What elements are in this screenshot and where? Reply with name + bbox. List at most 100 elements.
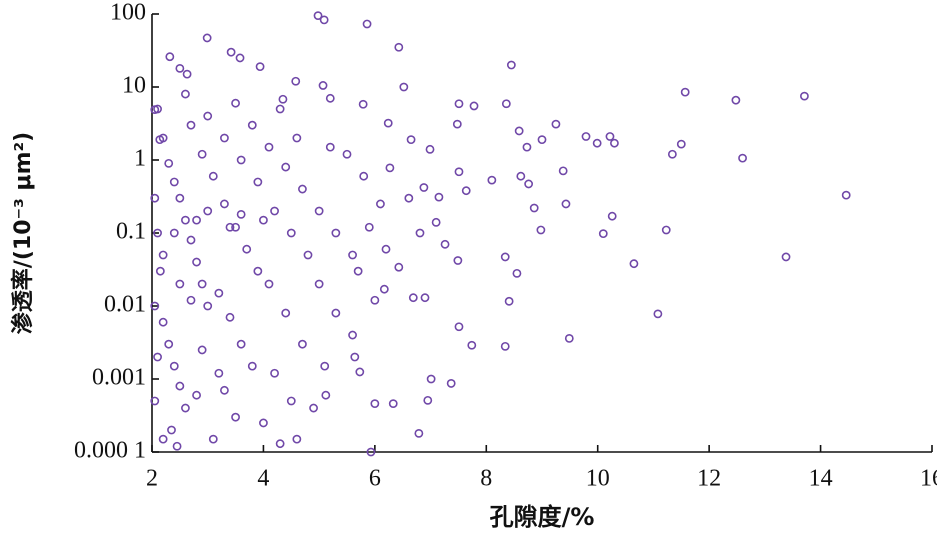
point [158, 317, 168, 327]
point [537, 135, 547, 145]
point [247, 361, 257, 371]
point [529, 203, 539, 213]
point [197, 149, 207, 159]
point [350, 352, 360, 362]
point [605, 132, 615, 141]
point [370, 399, 380, 409]
point [598, 229, 608, 239]
point [275, 439, 285, 449]
point [181, 89, 190, 99]
x-tick-label: 6 [369, 466, 381, 492]
point [220, 385, 229, 395]
point [408, 293, 418, 303]
point [220, 199, 229, 209]
y-tick-label: 10 [122, 73, 146, 99]
point [841, 190, 851, 200]
point [197, 345, 207, 355]
point [366, 447, 376, 457]
point [150, 193, 160, 203]
point [440, 239, 450, 249]
point [355, 367, 365, 377]
point [331, 228, 341, 238]
point [158, 250, 168, 260]
point [500, 252, 510, 262]
point [298, 184, 307, 194]
x-tick-label: 10 [586, 466, 610, 492]
point [181, 403, 190, 413]
point [202, 33, 212, 43]
point [592, 138, 602, 148]
point [175, 381, 185, 391]
point [376, 199, 385, 209]
point [738, 153, 747, 163]
point [155, 266, 165, 276]
point [314, 206, 324, 216]
point [186, 120, 196, 130]
point [469, 101, 479, 111]
point [192, 390, 201, 400]
point [524, 179, 534, 189]
point [379, 284, 389, 294]
point [454, 99, 464, 109]
point [522, 142, 532, 152]
point [158, 434, 168, 444]
point [504, 296, 514, 306]
point [362, 19, 372, 29]
point [225, 222, 235, 232]
point [175, 279, 185, 289]
point [426, 374, 436, 384]
point [192, 215, 201, 225]
point [348, 250, 357, 260]
point [192, 257, 201, 267]
point [454, 167, 464, 177]
y-tick-label: 0.1 [116, 219, 146, 245]
point [225, 312, 235, 322]
point [561, 199, 571, 209]
point [235, 53, 245, 63]
point [512, 268, 522, 278]
y-axis-label: 渗透率/(10⁻³ μm²) [10, 132, 36, 334]
point [629, 259, 639, 269]
x-tick-label: 4 [257, 466, 269, 492]
point [731, 95, 741, 105]
x-tick-label: 8 [480, 466, 492, 492]
point [264, 142, 274, 152]
point [208, 171, 218, 181]
point [318, 81, 328, 90]
point [452, 119, 462, 129]
point [203, 301, 213, 311]
point [434, 192, 444, 202]
point [259, 215, 268, 225]
point [313, 11, 323, 21]
point [231, 412, 240, 422]
point [414, 428, 424, 438]
y-tick-label: 100 [110, 0, 146, 26]
point [320, 361, 330, 371]
point [153, 352, 162, 362]
point [415, 228, 425, 238]
y-tick-label: 0.000 1 [74, 438, 146, 464]
point [186, 235, 196, 245]
point [270, 206, 279, 216]
point [331, 308, 341, 318]
point [325, 93, 335, 103]
point [358, 99, 368, 109]
point [514, 126, 524, 136]
point [231, 98, 240, 108]
point [281, 162, 291, 172]
point [253, 177, 263, 187]
point [461, 186, 471, 196]
point [321, 390, 331, 400]
point [420, 293, 430, 303]
point [153, 228, 162, 238]
point [653, 309, 663, 319]
point [364, 222, 374, 232]
point [164, 158, 174, 168]
point [169, 361, 179, 371]
x-axis-label: 孔隙度/% [490, 503, 595, 531]
point [167, 425, 176, 435]
point [348, 330, 357, 340]
point [404, 193, 414, 203]
point [186, 295, 196, 305]
